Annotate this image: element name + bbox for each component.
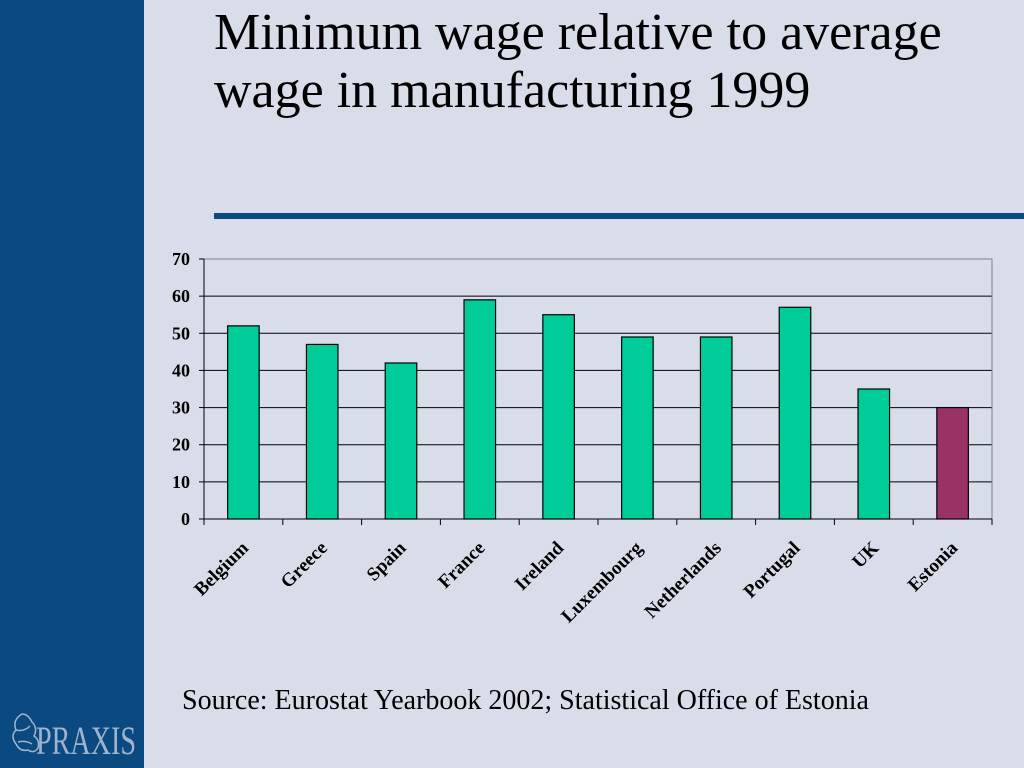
bar-spain [384, 362, 418, 520]
source-note: Source: Eurostat Yearbook 2002; Statisti… [182, 685, 869, 716]
bar-greece [305, 343, 339, 520]
bar-france [463, 299, 497, 520]
bar-ireland [542, 314, 575, 520]
bar-estonia [936, 406, 969, 520]
x-tick-label: Spain [363, 537, 411, 585]
x-tick-label: Belgium [190, 538, 253, 601]
x-tick-labels: Belgium Greece Spain France IrelandLuxembour… [190, 537, 962, 627]
x-tick-label: Estonia [904, 537, 963, 596]
x-tick-label: UK [848, 538, 883, 573]
y-tick-label: 70 [172, 249, 190, 269]
x-tick-label: France [434, 538, 489, 593]
bar-uk [857, 388, 891, 520]
y-tick-label: 60 [172, 286, 190, 306]
bar-luxembourg [621, 336, 654, 520]
title-underline [214, 213, 1024, 219]
y-tick-labels: 0 10 20 30 40 50 60 70 [172, 249, 190, 529]
praxis-logo: PRAXIS [12, 713, 136, 762]
bar-chart: 0 10 20 30 40 50 60 70 Belgium Greece Spain France… [172, 249, 993, 627]
x-tick-label: Luxembourg [557, 537, 647, 627]
bar-portugal [778, 306, 812, 520]
y-tick-label: 50 [172, 323, 190, 343]
bar-netherlands [699, 336, 733, 520]
y-tick-label: 30 [172, 398, 190, 418]
x-tick-label: Greece [277, 538, 332, 593]
slide-title: Minimum wage relative to average wage in… [214, 4, 942, 119]
x-tick-label: Portugal [740, 538, 805, 603]
y-tick-label: 40 [172, 360, 190, 380]
x-tick-label: Netherlands [641, 538, 726, 623]
bar-belgium [227, 325, 260, 520]
x-tick-label: Ireland [511, 537, 568, 594]
chart-bars [227, 299, 969, 520]
sidebar-band [0, 0, 144, 768]
y-tick-label: 20 [172, 435, 190, 455]
logo-text: PRAXIS [36, 718, 136, 762]
y-tick-label: 10 [172, 472, 190, 492]
y-tick-label: 0 [181, 509, 190, 529]
